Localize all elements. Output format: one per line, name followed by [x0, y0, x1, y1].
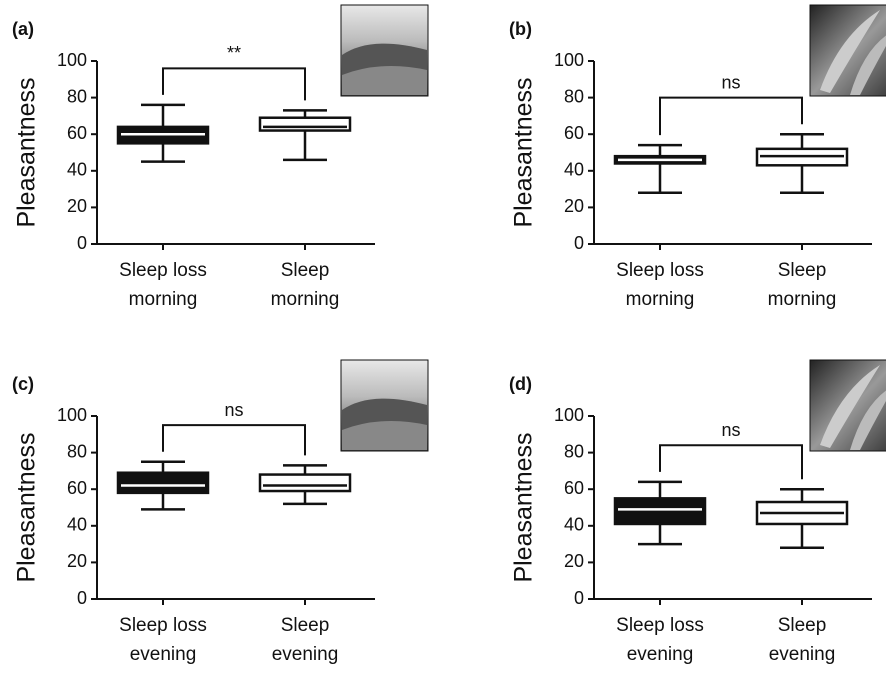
y-tick-label: 80 [67, 441, 87, 461]
box [116, 471, 210, 495]
image-field [342, 66, 427, 95]
y-axis-label: Pleasantness [13, 432, 41, 582]
y-tick-label: 60 [564, 478, 584, 498]
significance-bracket [162, 424, 306, 456]
y-axis-label: Pleasantness [13, 77, 41, 227]
significance-label: ns [224, 400, 243, 420]
y-tick-label: 40 [67, 160, 87, 180]
image-leaf [820, 10, 880, 93]
y-tick-label: 20 [564, 551, 584, 571]
panel: (a) Pleasantness 0 20 40 60 80 100 ** [12, 4, 429, 253]
significance-bracket [659, 444, 803, 480]
x-tick-label: Sleep loss evening [119, 615, 207, 665]
box [258, 116, 352, 132]
image-field [342, 421, 427, 450]
y-tick-label: 0 [574, 588, 584, 608]
x-tick-label: Sleep evening [768, 615, 836, 665]
y-tick-label: 20 [67, 196, 87, 216]
y-tick-label: 80 [564, 441, 584, 461]
x-tick-label: Sleep loss morning [616, 260, 704, 310]
y-tick-label: 100 [57, 405, 87, 425]
y-tick-label: 60 [564, 123, 584, 143]
y-tick-label: 60 [67, 478, 87, 498]
stimulus-image [809, 4, 886, 97]
significance-label: ns [721, 72, 740, 92]
image-leaf [820, 365, 880, 448]
x-tick-label: Sleep morning [270, 260, 340, 310]
y-tick-label: 20 [564, 196, 584, 216]
y-tick-label: 100 [554, 405, 584, 425]
stimulus-image [340, 359, 429, 452]
panel: (b) Pleasantness 0 20 40 60 80 100 ns [509, 4, 886, 253]
y-tick-label: 60 [67, 123, 87, 143]
image-leaf [850, 35, 886, 95]
x-tick-label: Sleep loss evening [616, 615, 704, 665]
panel-label: (d) [509, 374, 532, 394]
significance-label: ** [227, 43, 241, 63]
y-tick-label: 80 [564, 86, 584, 106]
x-tick-label: Sleep morning [767, 260, 837, 310]
panel-label: (c) [12, 374, 34, 394]
y-tick-label: 20 [67, 551, 87, 571]
y-axis-label: Pleasantness [510, 432, 538, 582]
stimulus-image [809, 359, 886, 452]
x-tick-label: Sleep evening [271, 615, 339, 665]
y-tick-label: 0 [574, 233, 584, 253]
y-tick-label: 0 [77, 233, 87, 253]
y-tick-label: 100 [554, 50, 584, 70]
panel: (c) Pleasantness 0 20 40 60 80 100 ns [12, 359, 429, 608]
significance-bracket [659, 96, 803, 136]
x-tick-label: Sleep loss morning [119, 260, 207, 310]
y-tick-label: 0 [77, 588, 87, 608]
y-tick-label: 80 [67, 86, 87, 106]
box [613, 497, 707, 526]
significance-bracket [162, 67, 306, 101]
y-axis-label: Pleasantness [510, 77, 538, 227]
y-tick-label: 100 [57, 50, 87, 70]
y-tick-label: 40 [67, 515, 87, 535]
panel: (d) Pleasantness 0 20 40 60 80 100 ns [509, 359, 886, 608]
y-tick-label: 40 [564, 160, 584, 180]
panel-label: (a) [12, 19, 34, 39]
significance-label: ns [721, 420, 740, 440]
box [258, 473, 352, 493]
y-tick-label: 40 [564, 515, 584, 535]
stimulus-image [340, 4, 429, 97]
panel-label: (b) [509, 19, 532, 39]
image-leaf [850, 390, 886, 450]
